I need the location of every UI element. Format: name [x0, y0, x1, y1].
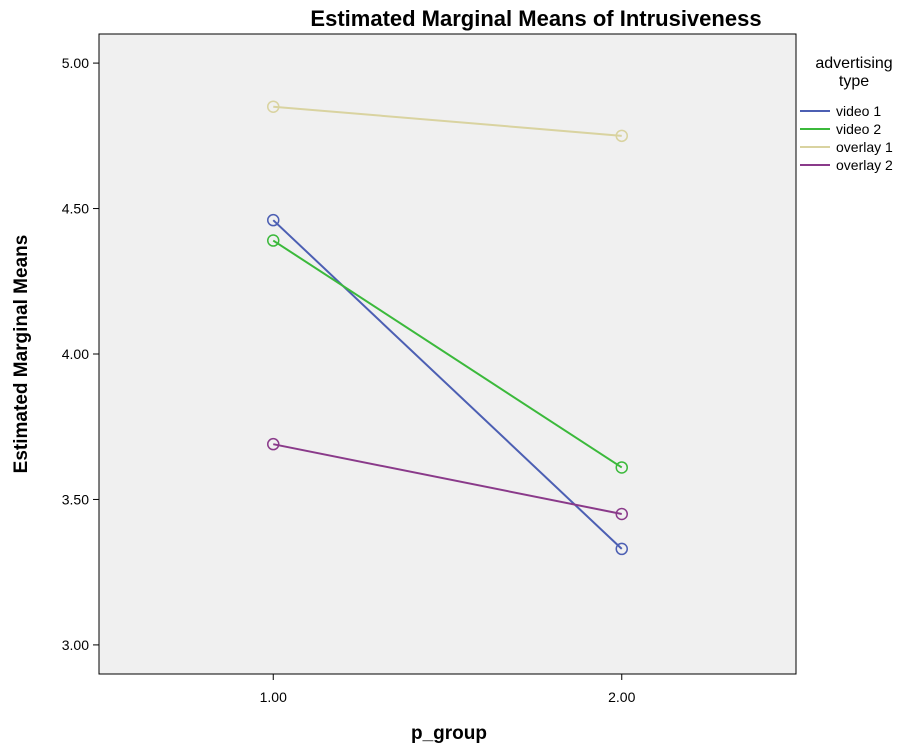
- legend-label-overlay-2: overlay 2: [836, 157, 893, 173]
- x-axis-label: p_group: [411, 723, 487, 744]
- data-point-overlay-2: [615, 507, 628, 521]
- y-axis-label: Estimated Marginal Means: [11, 235, 32, 474]
- data-point-overlay-1: [267, 100, 280, 113]
- x-tick-label: 1.00: [260, 689, 287, 705]
- y-tick-label: 5.00: [62, 55, 89, 71]
- chart-title: Estimated Marginal Means of Intrusivenes…: [310, 6, 761, 31]
- legend-label-video-2: video 2: [836, 121, 881, 137]
- series-line-video-2: [272, 239, 623, 469]
- y-tick-label: 4.50: [62, 201, 89, 217]
- series-lines: [267, 100, 628, 556]
- y-axis: 3.00 3.50 4.00 4.50 5.00: [62, 55, 99, 653]
- y-tick-label: 3.50: [62, 491, 89, 507]
- data-point-overlay-1: [615, 129, 628, 143]
- y-tick-label: 4.00: [62, 346, 89, 362]
- data-point-video-2: [615, 461, 628, 474]
- legend-label-video-1: video 1: [836, 103, 881, 119]
- series-line-overlay-1: [273, 105, 622, 137]
- x-axis: 1.00 2.00: [260, 674, 636, 705]
- y-tick-label: 3.00: [62, 637, 89, 653]
- legend-title-line-2: type: [839, 73, 869, 90]
- data-point-video-1: [267, 213, 280, 227]
- series-line-overlay-2: [273, 443, 622, 515]
- data-point-video-2: [267, 234, 280, 247]
- x-tick-label: 2.00: [608, 689, 635, 705]
- legend: advertising type video 1 video 2 overlay 1…: [800, 55, 893, 173]
- data-point-overlay-2: [267, 437, 280, 451]
- legend-label-overlay-1: overlay 1: [836, 139, 893, 155]
- legend-title-line-1: advertising: [815, 55, 892, 72]
- legend-items: video 1 video 2 overlay 1 overlay 2: [800, 103, 893, 173]
- data-point-video-1: [615, 542, 628, 556]
- series-line-video-1: [272, 219, 623, 550]
